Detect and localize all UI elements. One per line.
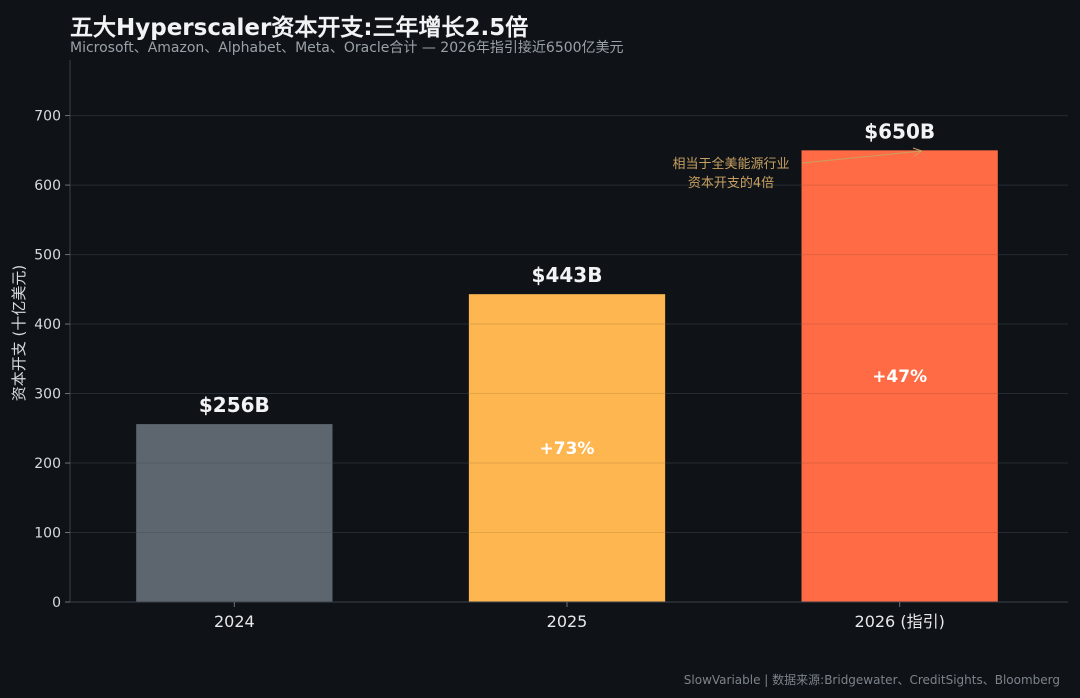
bars xyxy=(136,150,998,603)
source-note: SlowVariable | 数据来源:Bridgewater、CreditSi… xyxy=(683,673,1060,687)
x-tick-label: 2025 xyxy=(547,612,588,631)
annotation: 相当于全美能源行业 资本开支的4倍 xyxy=(672,147,923,191)
y-axis-label: 资本开支 (十亿美元) xyxy=(10,265,28,401)
x-tick-label: 2024 xyxy=(214,612,255,631)
growth-label: +73% xyxy=(540,439,595,459)
y-tick-label: 200 xyxy=(34,456,61,472)
value-label: $443B xyxy=(532,263,603,287)
annotation-arrow xyxy=(801,150,923,164)
chart-title: 五大Hyperscaler资本开支:三年增长2.5倍 xyxy=(70,15,529,41)
growth-label: +47% xyxy=(872,367,927,387)
annotation-line-1: 相当于全美能源行业 xyxy=(672,156,789,172)
bar-2025 xyxy=(468,294,666,602)
x-tick-label: 2026 (指引) xyxy=(855,612,945,631)
y-tick-label: 700 xyxy=(34,109,61,125)
bar-2026 xyxy=(801,150,998,603)
annotation-line-2: 资本开支的4倍 xyxy=(688,175,774,191)
axes: 0 100 200 300 400 500 600 700 xyxy=(34,60,1068,611)
y-tick-label: 0 xyxy=(52,595,61,611)
y-tick-label: 500 xyxy=(34,248,61,264)
value-label: $650B xyxy=(864,119,935,143)
labels: 2024 $256B 2025 $443B +73% 2026 (指引) $650B +47% xyxy=(199,119,945,631)
y-tick-label: 300 xyxy=(34,387,61,403)
value-label: $256B xyxy=(199,393,270,417)
bar-2024 xyxy=(136,424,333,602)
y-tick-label: 600 xyxy=(34,178,61,194)
chart-subtitle: Microsoft、Amazon、Alphabet、Meta、Oracle合计 … xyxy=(70,40,624,56)
y-tick-label: 400 xyxy=(34,317,61,333)
y-tick-label: 100 xyxy=(34,526,61,542)
annotation-arrowhead xyxy=(912,147,923,157)
